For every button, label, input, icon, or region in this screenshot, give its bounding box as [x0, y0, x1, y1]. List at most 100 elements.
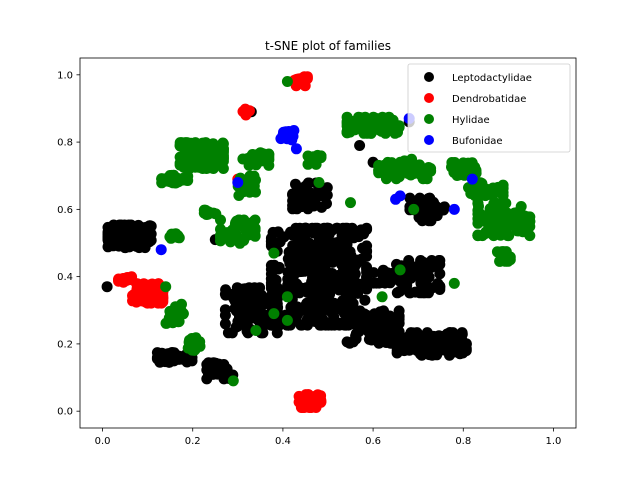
- data-point: [229, 218, 241, 230]
- data-point: [361, 127, 373, 139]
- data-point: [448, 203, 460, 215]
- data-point: [307, 197, 319, 209]
- legend-box: [407, 63, 571, 153]
- data-point: [219, 318, 231, 330]
- data-point: [295, 225, 307, 237]
- data-point: [288, 252, 300, 264]
- data-point: [366, 334, 378, 346]
- data-point: [242, 153, 254, 164]
- data-point: [379, 336, 391, 348]
- data-point: [376, 291, 388, 303]
- data-point: [141, 236, 153, 248]
- y-tick-label: 0.0: [57, 407, 73, 418]
- data-point: [315, 319, 327, 331]
- data-point: [325, 284, 337, 295]
- y-tick-label: 1.0: [57, 70, 73, 81]
- data-point: [207, 368, 219, 380]
- x-tick-label: 0.8: [455, 436, 471, 447]
- data-point: [504, 254, 516, 266]
- data-point: [234, 237, 246, 249]
- series-dendrobatidae: [113, 71, 327, 413]
- data-point: [193, 138, 205, 150]
- data-point: [483, 217, 495, 229]
- data-point: [186, 333, 198, 344]
- data-point: [434, 268, 446, 280]
- data-point: [177, 308, 189, 320]
- data-point: [253, 152, 265, 164]
- data-point: [415, 278, 427, 290]
- data-point: [281, 291, 293, 303]
- data-point: [241, 325, 253, 337]
- legend-marker: [424, 135, 434, 145]
- data-point: [438, 336, 449, 348]
- data-point: [176, 298, 187, 310]
- data-point: [424, 192, 436, 204]
- data-point: [466, 173, 478, 185]
- data-point: [108, 219, 120, 231]
- data-point: [222, 327, 234, 339]
- data-point: [317, 239, 329, 251]
- data-point: [384, 277, 396, 289]
- data-point: [219, 309, 231, 321]
- data-point: [247, 216, 259, 228]
- data-point: [268, 308, 280, 320]
- data-point: [273, 261, 285, 273]
- data-point: [404, 192, 416, 204]
- data-point: [448, 277, 460, 289]
- data-point: [404, 287, 416, 299]
- data-point: [446, 336, 458, 348]
- data-point: [290, 143, 302, 155]
- data-point: [166, 307, 178, 319]
- data-point: [394, 264, 406, 276]
- data-point: [316, 201, 328, 213]
- data-point: [403, 255, 415, 266]
- data-point: [120, 239, 132, 251]
- data-point: [152, 297, 164, 309]
- x-tick-label: 0.6: [365, 436, 381, 447]
- data-point: [290, 178, 301, 190]
- y-tick-label: 0.4: [57, 272, 73, 283]
- data-point: [281, 76, 293, 87]
- data-point: [116, 227, 128, 239]
- data-point: [295, 282, 307, 294]
- data-point: [232, 316, 244, 327]
- data-point: [188, 344, 200, 356]
- data-point: [156, 177, 168, 189]
- data-point: [354, 140, 366, 151]
- data-point: [326, 319, 338, 331]
- legend-marker: [424, 93, 434, 103]
- data-point: [250, 325, 262, 336]
- data-point: [345, 197, 356, 209]
- x-tick-label: 0.4: [275, 436, 291, 447]
- data-point: [398, 157, 410, 168]
- data-point: [524, 230, 536, 242]
- legend-label: Leptodactylidae: [452, 73, 532, 84]
- data-point: [454, 348, 466, 360]
- data-point: [125, 220, 137, 232]
- data-point: [409, 341, 421, 353]
- data-point: [501, 209, 513, 221]
- data-point: [309, 391, 321, 402]
- data-point: [341, 318, 353, 330]
- data-point: [290, 312, 302, 324]
- data-point: [138, 225, 150, 237]
- data-point: [380, 173, 392, 185]
- data-point: [310, 152, 322, 164]
- data-point: [294, 243, 306, 255]
- data-point: [249, 230, 261, 241]
- data-point: [394, 335, 406, 347]
- y-tick-label: 0.6: [57, 205, 73, 216]
- data-point: [414, 287, 426, 299]
- data-point: [422, 211, 434, 223]
- legend-label: Hylidae: [452, 115, 490, 126]
- legend-label: Bufonidae: [452, 136, 503, 147]
- data-point: [310, 303, 322, 315]
- x-tick-label: 1.0: [546, 436, 562, 447]
- data-point: [435, 204, 447, 216]
- data-point: [391, 287, 403, 299]
- data-point: [434, 281, 446, 293]
- data-point: [362, 325, 374, 337]
- data-point: [360, 118, 372, 130]
- data-point: [524, 215, 536, 227]
- data-point: [347, 336, 359, 348]
